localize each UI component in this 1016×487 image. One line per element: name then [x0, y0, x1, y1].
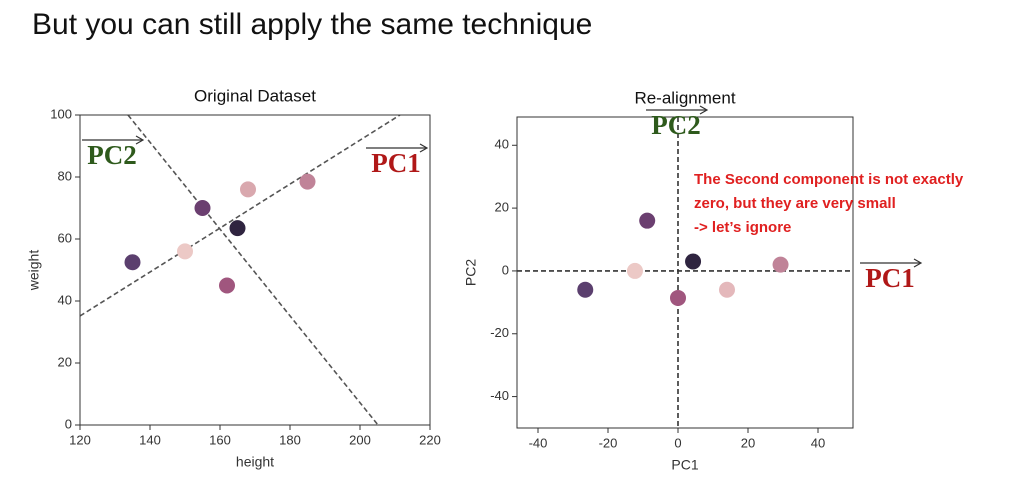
- point: [219, 277, 235, 294]
- pc-arrow-head: [135, 135, 145, 145]
- y-tick-label: -20: [490, 325, 509, 340]
- x-tick-label: 220: [419, 432, 441, 447]
- plot-frame: [79, 114, 431, 426]
- y-tick-label: 40: [58, 292, 72, 307]
- x-tick-label: 20: [741, 435, 755, 450]
- y-tick-label: 60: [58, 230, 72, 245]
- point: [626, 262, 643, 279]
- point: [177, 243, 193, 260]
- x-tick-label: 0: [674, 435, 681, 450]
- point: [670, 289, 686, 306]
- y-axis-label: PC2: [463, 259, 479, 286]
- point: [240, 181, 256, 198]
- y-tick-label: 40: [495, 137, 509, 152]
- x-tick-label: 160: [209, 432, 231, 447]
- pc-label: PC2: [651, 110, 701, 140]
- point: [124, 254, 141, 271]
- pc1-line: [79, 114, 401, 317]
- plot-frame: [516, 116, 854, 429]
- x-tick-label: 180: [279, 432, 301, 447]
- y-tick-label: 20: [58, 354, 72, 369]
- pc2-line: [127, 114, 379, 426]
- point: [719, 281, 735, 298]
- x-axis-label: PC1: [671, 457, 698, 473]
- y-tick-label: -40: [490, 388, 509, 403]
- pc-label: PC1: [371, 148, 421, 178]
- point: [577, 281, 594, 298]
- x-tick-label: 200: [349, 432, 371, 447]
- x-tick-label: 40: [811, 435, 825, 450]
- y-tick-label: 0: [65, 416, 72, 431]
- point: [639, 212, 656, 229]
- x-tick-label: -20: [599, 435, 618, 450]
- note-line: The Second component is not exactly: [694, 171, 964, 188]
- y-tick-label: 80: [58, 168, 72, 183]
- x-tick-label: 120: [69, 432, 91, 447]
- y-tick-label: 100: [50, 106, 72, 121]
- point: [685, 253, 702, 270]
- pc-arrow-head: [913, 258, 923, 268]
- x-tick-label: 140: [139, 432, 161, 447]
- pc-label: PC2: [87, 140, 137, 170]
- point: [772, 256, 789, 273]
- pc-arrow-head: [699, 105, 709, 115]
- chart-title: Re-alignment: [634, 88, 735, 107]
- point: [229, 220, 246, 237]
- y-axis-label: weight: [26, 250, 42, 292]
- note-line: -> let’s ignore: [694, 219, 791, 236]
- y-tick-label: 20: [495, 200, 509, 215]
- y-tick-label: 0: [502, 262, 509, 277]
- point: [194, 200, 211, 216]
- slide-title: But you can still apply the same techniq…: [32, 8, 592, 41]
- x-tick-label: -40: [529, 435, 548, 450]
- x-axis-label: height: [236, 454, 274, 470]
- pc-label: PC1: [865, 263, 915, 293]
- chart-title: Original Dataset: [194, 86, 316, 105]
- note-line: zero, but they are very small: [694, 195, 896, 212]
- point: [299, 173, 316, 190]
- pc-arrow-head: [419, 143, 429, 153]
